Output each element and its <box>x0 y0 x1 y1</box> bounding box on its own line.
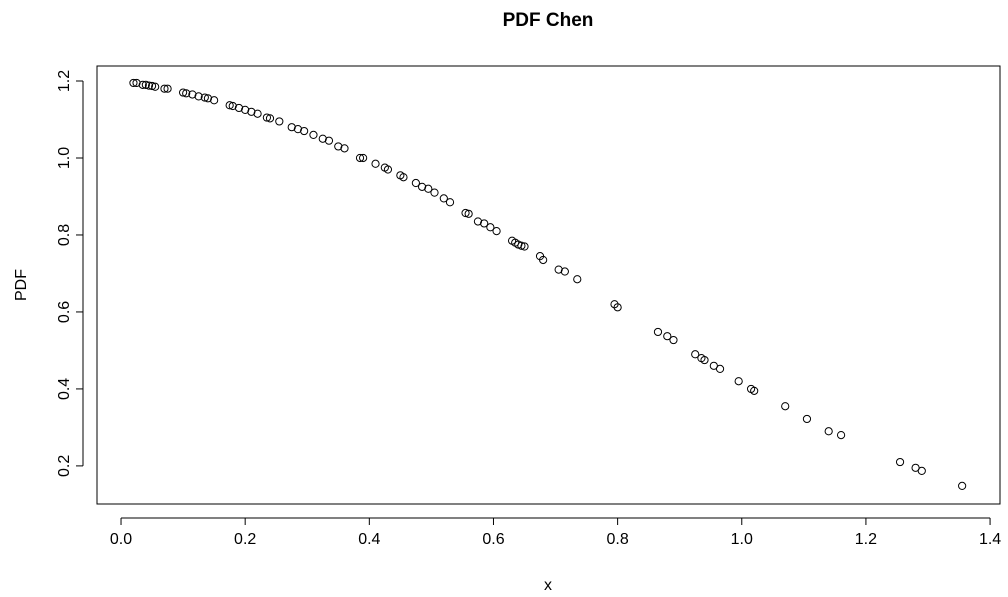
y-tick-label: 0.8 <box>56 224 73 246</box>
point <box>781 402 790 411</box>
x-tick-label: 0.4 <box>358 531 380 548</box>
point <box>715 364 725 374</box>
point <box>200 93 209 102</box>
point <box>895 457 905 467</box>
x-axis-label: x <box>544 577 552 594</box>
point <box>480 219 489 228</box>
chart-title: PDF Chen <box>503 10 594 31</box>
point <box>178 88 188 97</box>
point <box>371 159 380 168</box>
point <box>445 198 455 207</box>
y-tick-label: 0.2 <box>56 455 73 477</box>
point <box>188 90 197 99</box>
point <box>439 194 448 203</box>
point <box>151 82 160 91</box>
point <box>486 223 495 232</box>
y-tick-label: 0.4 <box>56 378 73 400</box>
point <box>225 101 234 110</box>
x-tick-label: 0.2 <box>234 531 256 548</box>
point <box>492 227 501 236</box>
point <box>160 84 169 93</box>
point <box>241 105 250 114</box>
point <box>411 178 420 188</box>
point <box>359 153 368 163</box>
point <box>653 327 663 337</box>
point <box>917 466 926 475</box>
point <box>144 81 154 90</box>
x-tick-label: 0.8 <box>606 531 628 548</box>
point <box>424 184 433 193</box>
point <box>228 101 237 111</box>
point <box>355 153 365 163</box>
point <box>141 80 150 89</box>
y-axis-label: PDF <box>13 269 30 301</box>
point <box>340 144 349 153</box>
point <box>554 265 563 274</box>
point <box>300 126 309 136</box>
point <box>383 165 393 174</box>
point <box>163 84 172 93</box>
point <box>203 94 213 103</box>
point <box>262 113 271 122</box>
point <box>275 117 284 126</box>
x-tick-label: 1.2 <box>855 531 877 548</box>
point <box>309 130 318 139</box>
point <box>802 414 812 424</box>
point <box>287 123 296 132</box>
point <box>253 109 262 118</box>
point <box>147 81 157 91</box>
point <box>324 136 334 145</box>
point <box>334 142 343 151</box>
point <box>247 107 256 116</box>
x-tick-label: 0.6 <box>482 531 504 548</box>
point <box>265 114 275 123</box>
plot-box <box>96 65 1001 505</box>
point <box>958 481 967 491</box>
point <box>613 303 622 312</box>
y-tick-label: 0.6 <box>56 301 73 323</box>
x-tick-label: 0.0 <box>110 531 132 548</box>
point <box>461 208 470 218</box>
point <box>417 182 427 191</box>
x-tick-label: 1.4 <box>979 531 1001 548</box>
point <box>234 103 244 113</box>
point <box>473 217 483 226</box>
x-tick-label: 1.0 <box>731 531 753 548</box>
point <box>129 78 138 88</box>
point <box>700 355 709 365</box>
point <box>669 335 678 345</box>
point <box>663 332 672 341</box>
point <box>430 188 439 197</box>
y-tick-label: 1.0 <box>56 147 73 169</box>
point <box>734 377 743 386</box>
point <box>520 242 529 251</box>
y-tick-label: 1.2 <box>56 70 73 92</box>
point <box>293 125 303 134</box>
point <box>517 241 526 250</box>
point <box>182 89 191 98</box>
point <box>539 255 548 265</box>
point <box>138 80 147 89</box>
point <box>194 92 203 101</box>
point <box>750 386 759 395</box>
point <box>399 173 408 182</box>
point <box>560 267 569 276</box>
point <box>464 209 473 218</box>
point <box>318 134 327 143</box>
point <box>210 96 219 105</box>
point <box>132 78 141 88</box>
point <box>573 275 582 284</box>
point <box>836 431 846 440</box>
point <box>691 350 700 359</box>
point <box>824 427 833 436</box>
